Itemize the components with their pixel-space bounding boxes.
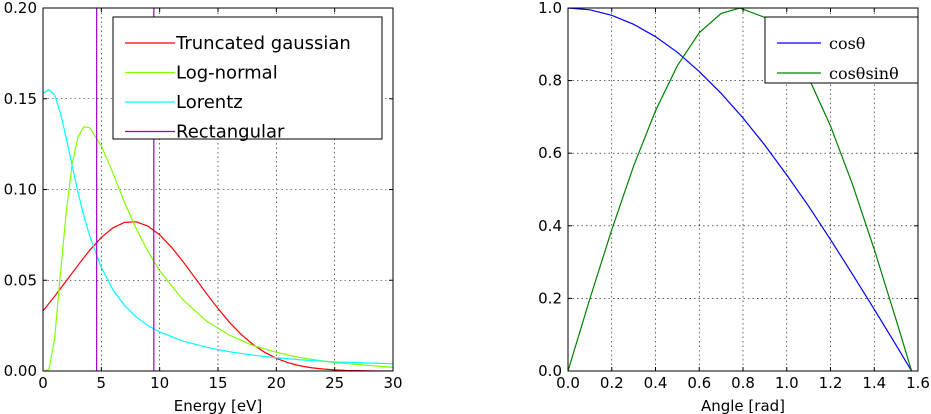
- legend: Truncated gaussian Log-normal Lorentz Recta…: [112, 16, 383, 143]
- x-tick-label: 1.0: [775, 374, 799, 392]
- legend-label: Log-normal: [176, 63, 278, 84]
- legend-label: cosθ: [829, 34, 865, 53]
- energy-distribution-chart: 0 5 10 15 20 25 30 0.00 0.05 0.10 0.15 0.20 Energy …: [4, 0, 403, 414]
- x-tick-label: 30: [383, 374, 402, 392]
- y-tick-label: 0.15: [4, 90, 37, 108]
- grid: [43, 8, 393, 371]
- y-tick-label: 0.10: [4, 181, 37, 199]
- angle-function-chart: 0.0 0.2 0.4 0.6 0.8 1.0 1.2 1.4 1.6 0.0 0.2 0.4 0.6 0…: [538, 0, 930, 414]
- legend-label: Rectangular: [176, 122, 285, 143]
- y-tick-label: 0.00: [4, 362, 37, 380]
- y-tick-label: 0.6: [538, 144, 562, 162]
- x-tick-label: 10: [150, 374, 169, 392]
- y-tick-label: 0.05: [4, 271, 37, 289]
- legend-label: Lorentz: [176, 92, 243, 113]
- x-tick-label: 15: [208, 374, 227, 392]
- x-axis-label: Energy [eV]: [174, 397, 262, 414]
- legend: cosθ cosθsinθ: [764, 16, 919, 84]
- x-tick-label: 20: [267, 374, 286, 392]
- grid: [568, 8, 918, 371]
- x-tick-label: 1.4: [862, 374, 886, 392]
- x-tick-label: 0.6: [687, 374, 711, 392]
- y-tick-label: 0.20: [4, 0, 37, 17]
- axis-ticks: 0.0 0.2 0.4 0.6 0.8 1.0 1.2 1.4 1.6 0.0 0.2 0.4 0.6 0…: [538, 0, 930, 392]
- x-tick-label: 1.6: [906, 374, 930, 392]
- x-tick-label: 0.0: [556, 374, 580, 392]
- series-lines: [568, 8, 913, 371]
- legend-box: [112, 16, 383, 140]
- legend-label: Truncated gaussian: [175, 33, 351, 54]
- y-tick-label: 0.0: [538, 362, 562, 380]
- x-tick-label: 25: [325, 374, 344, 392]
- axis-ticks: 0 5 10 15 20 25 30 0.00 0.05 0.10 0.15 0.20: [4, 0, 403, 392]
- x-tick-label: 0: [38, 374, 48, 392]
- series-line-log-normal: [43, 126, 393, 371]
- y-tick-label: 0.8: [538, 72, 562, 90]
- x-axis-label: Angle [rad]: [701, 397, 785, 414]
- y-tick-label: 1.0: [538, 0, 562, 17]
- x-tick-label: 1.2: [819, 374, 843, 392]
- y-tick-label: 0.2: [538, 289, 562, 307]
- series-line-cos-sin: [568, 8, 913, 371]
- y-tick-label: 0.4: [538, 217, 562, 235]
- series-line-lorentz: [43, 88, 393, 365]
- x-tick-label: 0.4: [644, 374, 668, 392]
- legend-label: cosθsinθ: [829, 64, 899, 83]
- series-line-cos: [568, 8, 913, 371]
- legend-box: [764, 16, 919, 84]
- x-tick-label: 0.2: [600, 374, 624, 392]
- x-tick-label: 0.8: [731, 374, 755, 392]
- x-tick-label: 5: [97, 374, 107, 392]
